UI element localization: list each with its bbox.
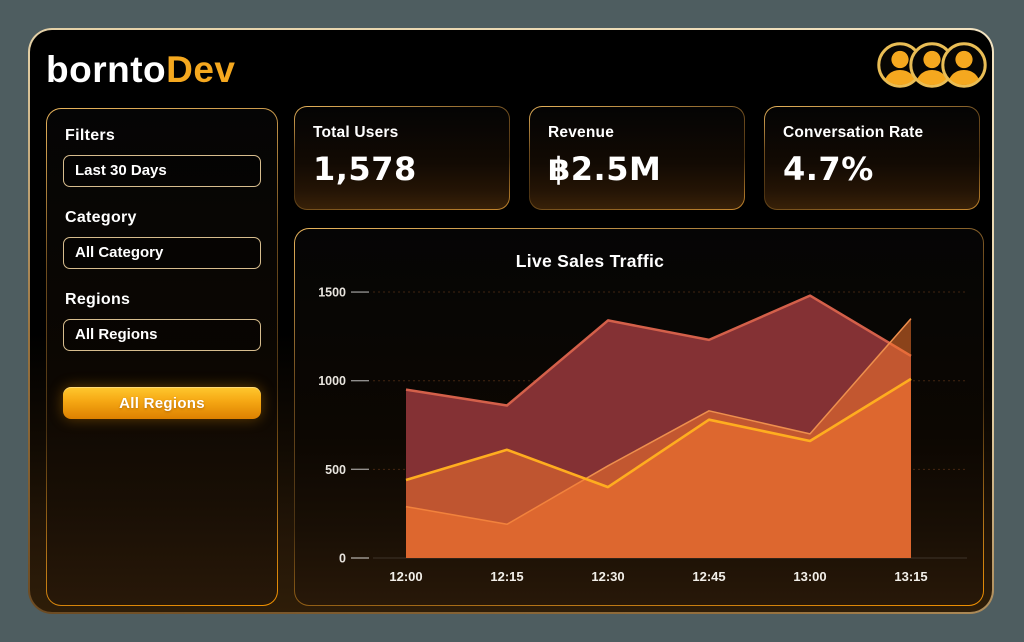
x-axis-label: 12:15 xyxy=(490,569,523,584)
stat-value: ฿2.5M xyxy=(548,150,662,188)
stat-label: Conversation Rate xyxy=(783,124,924,141)
y-axis-label: 1000 xyxy=(318,374,346,388)
app-logo: borntoDev xyxy=(46,48,236,92)
y-axis-label: 1500 xyxy=(318,286,346,300)
stat-label: Total Users xyxy=(313,124,399,141)
stat-card-conversation-rate: Conversation Rate 4.7% xyxy=(764,106,980,210)
area-live-traffic xyxy=(406,378,911,558)
logo-text-primary: bornto xyxy=(46,49,167,90)
stat-label: Revenue xyxy=(548,124,615,141)
stat-card-revenue: Revenue ฿2.5M xyxy=(529,106,745,210)
y-axis-label: 500 xyxy=(325,463,346,477)
stat-value: 1,578 xyxy=(313,150,417,188)
x-axis-label: 13:15 xyxy=(894,569,927,584)
date-range-input[interactable]: Last 30 Days xyxy=(63,155,261,187)
logo-text-accent: Dev xyxy=(166,49,236,90)
category-heading: Category xyxy=(65,209,137,226)
chart-title: Live Sales Traffic xyxy=(515,251,665,271)
apply-filters-button[interactable]: All Regions xyxy=(63,387,261,419)
app-window: borntoDev F xyxy=(28,28,994,614)
category-input[interactable]: All Category xyxy=(63,237,261,269)
avatar-group[interactable] xyxy=(876,41,988,89)
line-peak-traffic xyxy=(405,294,912,407)
stat-card-total-users: Total Users 1,578 xyxy=(294,106,510,210)
x-axis-label: 12:00 xyxy=(389,569,422,584)
x-axis-label: 13:00 xyxy=(793,569,826,584)
x-axis-label: 12:30 xyxy=(591,569,624,584)
chart-panel: Live Sales Traffic 0 500 1000 1500 12:00 12:1… xyxy=(294,228,984,606)
regions-heading: Regions xyxy=(65,291,131,308)
filters-panel: Filters Last 30 Days Category All Catego… xyxy=(46,108,278,606)
user-avatar-icon[interactable] xyxy=(940,41,988,89)
stat-value: 4.7% xyxy=(783,150,874,188)
filters-heading: Filters xyxy=(65,127,116,144)
regions-input[interactable]: All Regions xyxy=(63,319,261,351)
x-axis-label: 12:45 xyxy=(692,569,725,584)
sales-traffic-chart: 0 500 1000 1500 12:00 12:15 12:30 12:45 13:00 13:… xyxy=(318,286,967,584)
line-live-traffic xyxy=(405,377,912,489)
y-axis-label: 0 xyxy=(339,552,346,566)
